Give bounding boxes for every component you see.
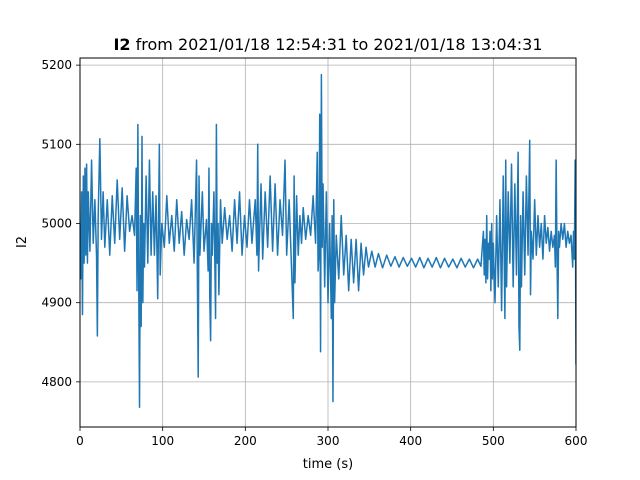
x-axis-label: time (s) — [303, 457, 353, 472]
x-tick-label: 0 — [76, 434, 84, 448]
x-tick-label: 300 — [317, 434, 340, 448]
series-line — [80, 73, 576, 408]
x-tick-label: 600 — [565, 434, 588, 448]
y-axis-label: I2 — [15, 236, 30, 248]
y-tick-label: 5200 — [41, 58, 72, 72]
y-axis-ticks: 4800 4900 5000 5100 5200 — [41, 58, 80, 389]
x-tick-label: 500 — [482, 434, 505, 448]
chart-title: I2 from 2021/01/18 12:54:31 to 2021/01/1… — [113, 35, 542, 54]
y-tick-label: 5100 — [41, 137, 72, 151]
series-layer — [80, 73, 576, 408]
chart-title-bold: I2 — [113, 35, 130, 54]
grid — [79, 58, 577, 427]
x-tick-label: 100 — [151, 434, 174, 448]
x-axis-ticks: 0 100 200 300 400 500 600 — [76, 427, 587, 448]
y-tick-label: 5000 — [41, 216, 72, 230]
chart-title-rest: from 2021/01/18 12:54:31 to 2021/01/18 1… — [131, 35, 543, 54]
x-tick-label: 200 — [234, 434, 257, 448]
y-tick-label: 4900 — [41, 296, 72, 310]
x-tick-label: 400 — [399, 434, 422, 448]
y-tick-label: 4800 — [41, 375, 72, 389]
